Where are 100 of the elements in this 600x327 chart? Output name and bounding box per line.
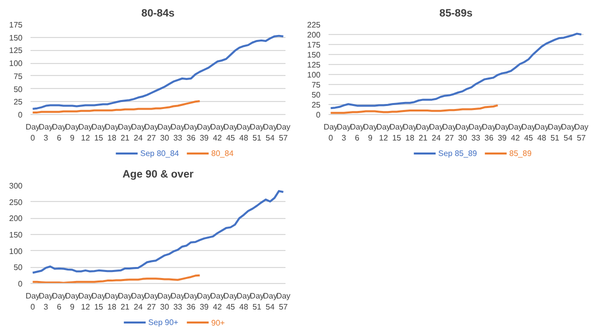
x-tick-label: Day 0	[26, 122, 40, 142]
y-tick-label: 200	[307, 30, 322, 40]
x-tick-label: Day 30	[157, 122, 172, 142]
x-tick-label: Day 6	[350, 122, 364, 142]
x-tick-label: Day 36	[184, 122, 198, 142]
x-tick-label: Day 18	[104, 122, 119, 142]
x-tick-label: Day 48	[236, 292, 251, 312]
x-tick-label: Day 48	[534, 122, 549, 142]
x-tick-label: Day 51	[250, 122, 264, 142]
x-tick-label: Day 6	[52, 292, 66, 312]
y-tick-label: 100	[9, 59, 24, 68]
y-tick-label: 125	[307, 60, 322, 70]
y-tick-label: 0	[18, 280, 24, 288]
x-tick-label: Day 45	[223, 292, 238, 312]
x-tick-label: Day 9	[363, 122, 378, 142]
x-tick-label: Day 0	[324, 122, 338, 142]
x-tick-label: Day 21	[118, 292, 132, 312]
line-series	[32, 190, 284, 274]
y-tick-label: 125	[9, 46, 24, 56]
x-tick-label: Day 15	[92, 122, 106, 142]
x-tick-label: Day 57	[574, 122, 588, 142]
y-tick-label: 100	[9, 246, 24, 256]
x-tick-label: Day 18	[104, 292, 119, 312]
y-tick-label: 150	[307, 50, 322, 60]
x-tick-label: Day 24	[131, 292, 146, 312]
x-tick-label: Day 30	[157, 292, 172, 312]
x-tick-label: Day 15	[92, 292, 106, 312]
x-tick-label: Day 48	[236, 122, 251, 142]
x-tick-label: Day 18	[402, 122, 417, 142]
x-tick-label: Day 39	[197, 122, 212, 142]
line-series	[330, 104, 499, 114]
legend-label: Sep 80_84	[140, 149, 180, 158]
x-tick-label: Day 12	[78, 122, 93, 142]
y-tick-label: 300	[9, 182, 24, 190]
legend-label: Sep 90+	[148, 318, 179, 327]
legend-label: 90+	[211, 318, 226, 327]
legend-label: Sep 85_89	[438, 149, 478, 158]
x-tick-label: Day 27	[442, 122, 457, 142]
x-tick-label: Day 33	[170, 122, 185, 142]
x-tick-label: Day 3	[38, 122, 54, 142]
y-tick-label: 50	[14, 263, 24, 272]
x-tick-label: Day 57	[276, 122, 290, 142]
line-series	[32, 34, 284, 110]
y-tick-label: 25	[312, 100, 322, 110]
x-tick-label: Day 24	[131, 122, 146, 142]
x-tick-label: Day 45	[223, 122, 238, 142]
line-series	[330, 32, 582, 110]
legend-label: 80_84	[211, 149, 234, 158]
y-tick-label: 175	[307, 40, 322, 50]
x-tick-label: Day 39	[495, 122, 510, 142]
x-tick-label: Day 3	[38, 292, 54, 312]
x-tick-label: Day 15	[390, 122, 404, 142]
y-tick-label: 0	[18, 110, 24, 120]
x-tick-label: Day 42	[508, 122, 522, 142]
y-tick-label: 225	[307, 20, 322, 30]
x-tick-label: Day 24	[429, 122, 444, 142]
x-tick-label: Day 39	[197, 292, 212, 312]
x-tick-label: Day 51	[250, 292, 264, 312]
y-tick-label: 50	[312, 90, 322, 100]
y-tick-label: 150	[9, 230, 24, 240]
x-tick-label: Day 12	[376, 122, 391, 142]
x-tick-label: Day 9	[65, 122, 80, 142]
x-tick-label: Day 27	[144, 292, 159, 312]
x-tick-label: Day 42	[210, 292, 224, 312]
x-tick-label: Day 3	[336, 122, 352, 142]
x-tick-label: Day 21	[416, 122, 430, 142]
x-tick-label: Day 57	[276, 292, 290, 312]
x-tick-label: Day 30	[455, 122, 470, 142]
x-tick-label: Day 21	[118, 122, 132, 142]
legend-label: 85_89	[509, 149, 532, 158]
x-tick-label: Day 54	[561, 122, 576, 142]
x-tick-label: Day 36	[482, 122, 496, 142]
x-tick-label: Day 27	[144, 122, 159, 142]
chart-title: 85-89s	[439, 8, 473, 20]
x-tick-label: Day 12	[78, 292, 93, 312]
x-tick-label: Day 6	[52, 122, 66, 142]
x-tick-label: Day 42	[210, 122, 224, 142]
y-tick-label: 25	[14, 98, 24, 107]
y-tick-label: 200	[9, 214, 24, 224]
x-tick-label: Day 33	[468, 122, 483, 142]
x-tick-label: Day 54	[263, 292, 278, 312]
x-tick-label: Day 45	[521, 122, 536, 142]
y-tick-label: 75	[312, 80, 322, 90]
line-series	[32, 274, 201, 284]
y-tick-label: 50	[14, 84, 24, 94]
chart-title: Age 90 & over	[122, 168, 194, 180]
x-tick-label: Day 0	[26, 292, 40, 312]
y-tick-label: 100	[307, 70, 322, 80]
x-tick-label: Day 33	[170, 292, 185, 312]
y-tick-label: 75	[14, 72, 24, 81]
x-tick-label: Day 9	[65, 292, 80, 312]
x-tick-label: Day 51	[548, 122, 562, 142]
chart-title: 80-84s	[141, 8, 175, 20]
x-tick-label: Day 54	[263, 122, 278, 142]
y-tick-label: 0	[316, 110, 322, 120]
y-tick-label: 250	[9, 198, 24, 207]
x-tick-label: Day 36	[184, 292, 198, 312]
line-series	[32, 100, 201, 114]
y-tick-label: 175	[9, 20, 24, 30]
y-tick-label: 150	[9, 33, 24, 42]
